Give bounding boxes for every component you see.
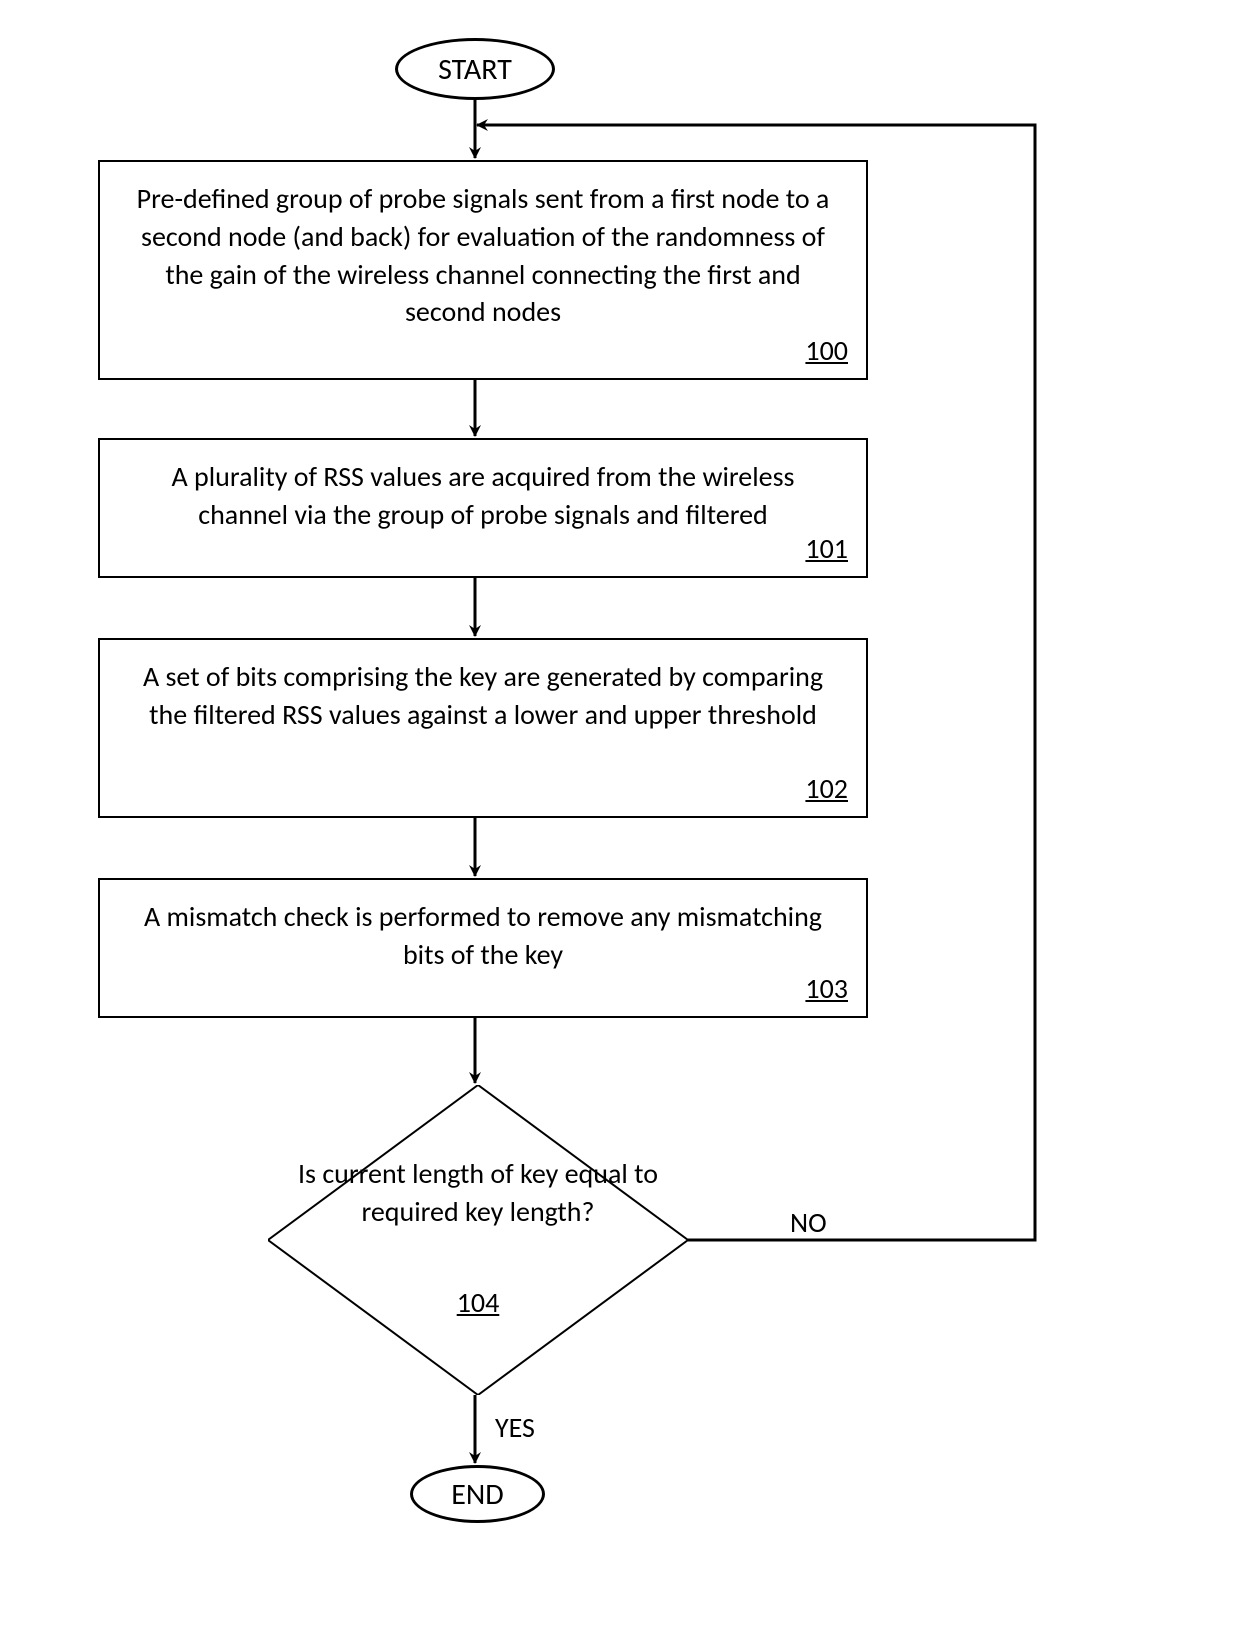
start-label: START xyxy=(438,51,512,88)
decision-104: Is current length of key equal to requir… xyxy=(268,1085,688,1395)
end-terminal: END xyxy=(410,1465,545,1523)
decision-104-num: 104 xyxy=(268,1285,688,1320)
process-102: A set of bits comprising the key are gen… xyxy=(98,638,868,818)
process-102-text: A set of bits comprising the key are gen… xyxy=(130,658,836,734)
process-103: A mismatch check is performed to remove … xyxy=(98,878,868,1018)
start-terminal: START xyxy=(395,38,555,100)
process-101: A plurality of RSS values are acquired f… xyxy=(98,438,868,578)
process-101-text: A plurality of RSS values are acquired f… xyxy=(130,458,836,534)
process-100: Pre-defined group of probe signals sent … xyxy=(98,160,868,380)
end-label: END xyxy=(451,1476,503,1513)
yes-label: YES xyxy=(495,1410,535,1445)
decision-shape xyxy=(268,1085,688,1395)
process-100-num: 100 xyxy=(805,333,848,368)
process-100-text: Pre-defined group of probe signals sent … xyxy=(130,180,836,331)
no-label: NO xyxy=(790,1205,827,1240)
process-102-num: 102 xyxy=(805,771,848,806)
decision-104-text: Is current length of key equal to requir… xyxy=(268,1155,688,1231)
process-103-num: 103 xyxy=(805,971,848,1006)
process-101-num: 101 xyxy=(805,531,848,566)
process-103-text: A mismatch check is performed to remove … xyxy=(130,898,836,974)
